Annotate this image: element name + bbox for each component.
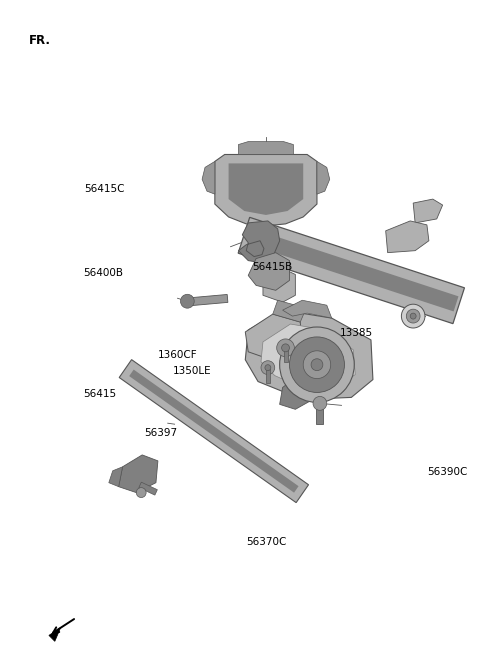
Polygon shape (413, 199, 443, 223)
Text: 1350LE: 1350LE (172, 366, 211, 376)
Circle shape (180, 294, 194, 308)
Polygon shape (283, 300, 332, 318)
Circle shape (410, 313, 416, 319)
Polygon shape (386, 221, 429, 253)
Bar (250, 229, 458, 311)
Circle shape (136, 487, 146, 497)
Text: 56390C: 56390C (427, 467, 468, 477)
Bar (129, 370, 299, 493)
Text: 56415B: 56415B (252, 261, 293, 271)
Text: 56415C: 56415C (84, 184, 124, 194)
Circle shape (280, 327, 354, 402)
Text: FR.: FR. (29, 34, 51, 47)
Text: 56370C: 56370C (247, 537, 287, 547)
Text: 56400B: 56400B (83, 268, 123, 278)
Text: 56397: 56397 (144, 428, 177, 438)
Circle shape (311, 359, 323, 371)
Polygon shape (239, 142, 293, 154)
Polygon shape (317, 162, 330, 194)
Circle shape (276, 339, 294, 357)
Polygon shape (245, 310, 373, 399)
Circle shape (265, 365, 271, 371)
Bar (266, 369, 270, 382)
Bar (284, 348, 288, 362)
Polygon shape (215, 154, 317, 226)
Bar (139, 482, 157, 495)
Polygon shape (248, 253, 289, 290)
Polygon shape (49, 627, 60, 641)
Polygon shape (273, 300, 306, 322)
Bar (186, 294, 228, 306)
Text: 13385: 13385 (340, 328, 373, 338)
Bar (316, 402, 324, 424)
Circle shape (261, 361, 275, 374)
Circle shape (313, 396, 327, 411)
Polygon shape (263, 269, 295, 302)
Polygon shape (202, 162, 215, 194)
Bar (119, 359, 309, 503)
Polygon shape (228, 164, 303, 215)
Circle shape (289, 337, 345, 392)
Circle shape (303, 351, 331, 378)
Bar (238, 217, 465, 324)
Polygon shape (119, 455, 158, 493)
Polygon shape (239, 221, 280, 263)
Polygon shape (109, 467, 122, 487)
Text: 56415: 56415 (83, 389, 116, 399)
Text: 1360CF: 1360CF (158, 350, 198, 359)
Polygon shape (261, 324, 355, 390)
Circle shape (406, 309, 420, 323)
Polygon shape (280, 374, 315, 409)
Circle shape (282, 344, 289, 351)
Circle shape (401, 304, 425, 328)
Polygon shape (245, 314, 302, 362)
